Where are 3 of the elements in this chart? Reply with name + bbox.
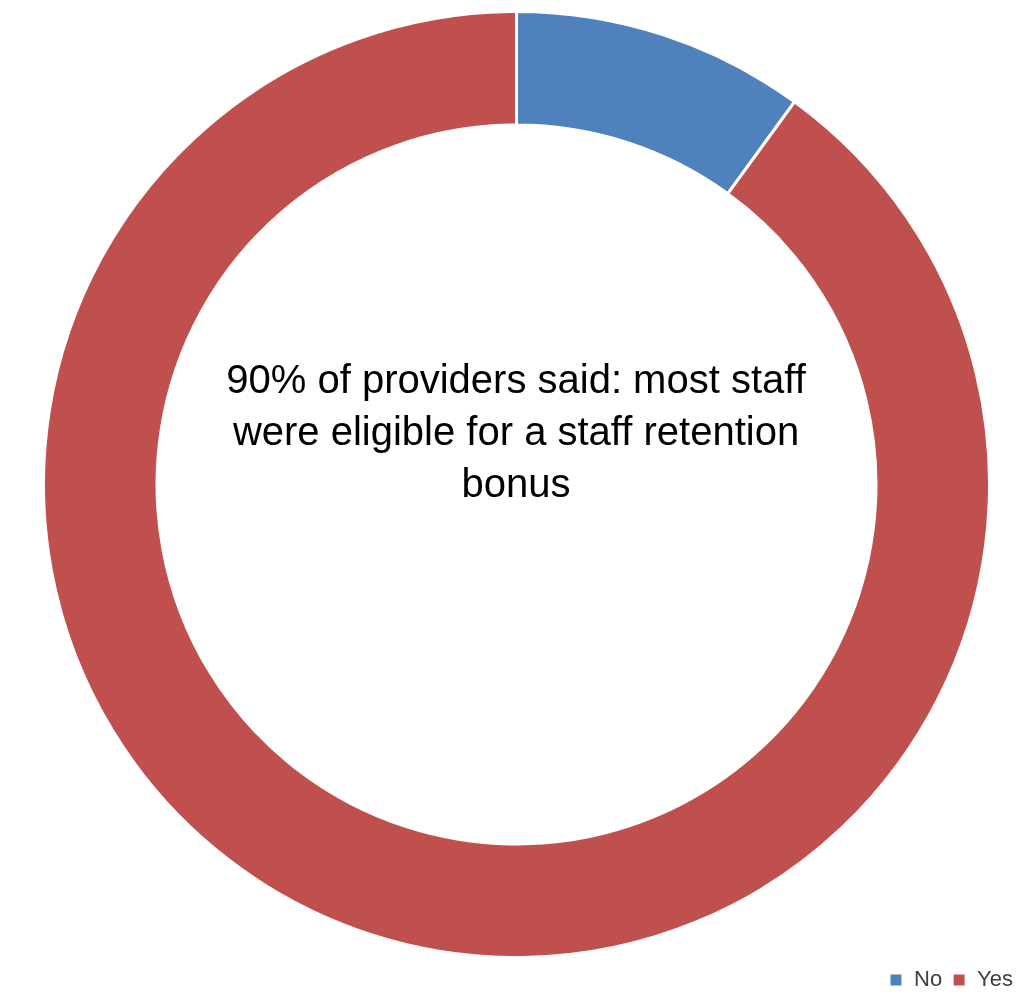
legend-label: Yes — [977, 966, 1013, 992]
text: 90% of providers said: most staff were eligible for a staff retention bonus — [226, 356, 806, 507]
legend-label: No — [913, 966, 943, 992]
